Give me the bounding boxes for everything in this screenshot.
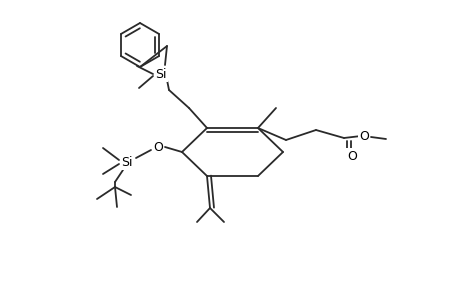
Text: O: O [153, 140, 162, 154]
Text: O: O [346, 149, 356, 163]
Text: Si: Si [121, 155, 133, 169]
Text: O: O [358, 130, 368, 142]
Text: Si: Si [155, 68, 166, 80]
